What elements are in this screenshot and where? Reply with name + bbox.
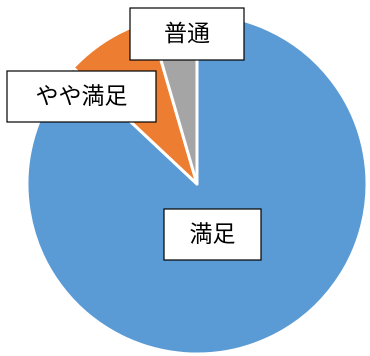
pie-labels: 満足 やや満足 普通 <box>6 7 262 261</box>
pie-slices <box>25 12 369 356</box>
data-label-box <box>129 7 245 61</box>
data-label-text: 普通 <box>164 21 210 47</box>
data-label-neutral: 普通 <box>129 7 245 61</box>
data-label-satisfied: 満足 <box>163 208 262 261</box>
data-label-text: 満足 <box>190 222 236 248</box>
data-label-box <box>163 208 262 261</box>
pie-slice-satisfied <box>25 12 369 356</box>
data-label-box <box>6 70 157 123</box>
data-label-text: やや満足 <box>36 84 128 110</box>
data-label-somewhat-satisfied: やや満足 <box>6 70 157 123</box>
